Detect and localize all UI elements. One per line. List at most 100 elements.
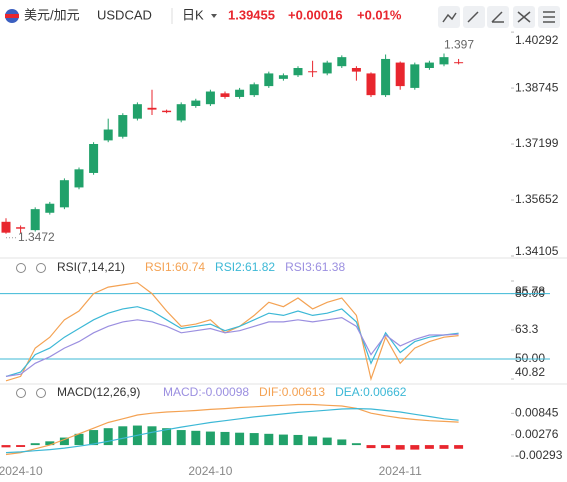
legend-entry: RSI2:61.82 (215, 260, 275, 274)
candle-body (308, 71, 318, 73)
macd-bar (118, 426, 128, 446)
pair-name: 美元/加元 (24, 7, 80, 22)
macd-bar (74, 433, 84, 446)
candle-body (30, 209, 40, 231)
y-tick-label: -0.00293 (515, 448, 563, 462)
macd-bar (351, 443, 361, 446)
tool-icon (517, 11, 531, 23)
price-change-pct: +0.01% (357, 7, 402, 22)
candle-body (103, 129, 113, 141)
y-tick-label: 0.00845 (515, 406, 559, 420)
candle-body (454, 62, 464, 64)
candle-body (220, 93, 230, 97)
indicator-title: MACD(12,26,9) (57, 385, 140, 399)
candle-body (132, 104, 142, 119)
x-tick-label: 2024-11 (379, 464, 422, 478)
candle-body (45, 203, 55, 213)
candle-body (293, 68, 303, 76)
y-tick-label: 1.38745 (515, 80, 559, 94)
y-tick-label: 50.00 (515, 351, 545, 365)
candle-body (278, 75, 288, 79)
x-tick-label: 2024-10 (188, 464, 232, 478)
macd-bar (410, 445, 420, 450)
macd-bar (205, 431, 215, 446)
y-tick-label: 80.00 (515, 286, 545, 300)
last-price: 1.39455 (228, 7, 275, 22)
candle-body (162, 110, 172, 113)
candle-body (147, 107, 157, 110)
period-dropdown[interactable] (211, 14, 217, 18)
legend-entry: RSI3:61.38 (285, 260, 345, 274)
candle-body (235, 89, 245, 97)
low-annotation: 1.3472 (18, 230, 55, 244)
candle-body (205, 91, 215, 105)
macd-bar (1, 445, 11, 448)
candle-body (410, 64, 420, 88)
tool-icon (543, 11, 555, 23)
legend-entry: MACD:-0.00098 (163, 385, 249, 399)
eye-icon[interactable] (16, 388, 26, 398)
macd-bar (89, 430, 99, 446)
macd-line (5, 403, 459, 456)
legend-entry: DEA:0.00662 (335, 385, 407, 399)
flag-stripe (5, 14, 19, 18)
indicator-title: RSI(7,14,21) (57, 260, 125, 274)
macd-bar (45, 441, 55, 446)
macd-bar (322, 437, 332, 446)
y-tick-label: 1.35652 (515, 192, 559, 206)
macd-bar (162, 428, 172, 446)
price-change: +0.00016 (288, 7, 343, 22)
candle-body (89, 144, 99, 173)
candle-body (59, 180, 69, 208)
macd-bar (103, 428, 113, 446)
candle-body (395, 62, 405, 87)
macd-bar (249, 433, 259, 446)
macd-bar (366, 445, 376, 449)
period[interactable]: 日K (182, 7, 204, 22)
macd-bar (16, 445, 26, 447)
tool-icon (491, 11, 504, 23)
macd-bar (59, 437, 69, 446)
y-tick-label: 1.37199 (515, 136, 559, 150)
macd-bar (439, 445, 449, 449)
settings-icon[interactable] (36, 263, 46, 273)
candle-body (16, 227, 26, 229)
tool-icon (442, 12, 457, 23)
legend-entry: RSI1:60.74 (145, 260, 205, 274)
candle-body (439, 57, 449, 65)
macd-bar (395, 445, 405, 450)
candle-body (351, 68, 361, 72)
macd-bar (30, 443, 40, 446)
candle-body (118, 115, 128, 137)
macd-bar (381, 445, 391, 449)
tool-icon (467, 11, 479, 23)
candle-body (337, 57, 347, 67)
candle-body (366, 73, 376, 96)
candle-body (381, 58, 391, 96)
candle-body (1, 221, 11, 233)
high-annotation: 1.397 (444, 38, 474, 52)
settings-icon[interactable] (36, 388, 46, 398)
candle-body (264, 73, 274, 87)
y-tick-label: 85.78 (515, 284, 545, 298)
eye-icon[interactable] (16, 263, 26, 273)
macd-bar (264, 433, 274, 446)
y-tick-label: 0.00276 (515, 427, 559, 441)
y-tick-label: 1.40292 (515, 33, 559, 47)
candle-body (191, 100, 201, 106)
candle-body (176, 104, 186, 121)
legend-entry: DIF:0.00613 (259, 385, 325, 399)
x-tick-label: 2024-10 (0, 464, 43, 478)
macd-bar (293, 434, 303, 446)
macd-bar (176, 430, 186, 446)
y-tick-label: 63.3 (515, 322, 539, 336)
macd-bar (308, 436, 318, 446)
macd-bar (278, 434, 288, 446)
y-tick-label: 40.82 (515, 365, 545, 379)
rsi-line (5, 316, 459, 377)
macd-bar (454, 445, 464, 449)
macd-bar (191, 430, 201, 446)
macd-bar (147, 426, 157, 446)
